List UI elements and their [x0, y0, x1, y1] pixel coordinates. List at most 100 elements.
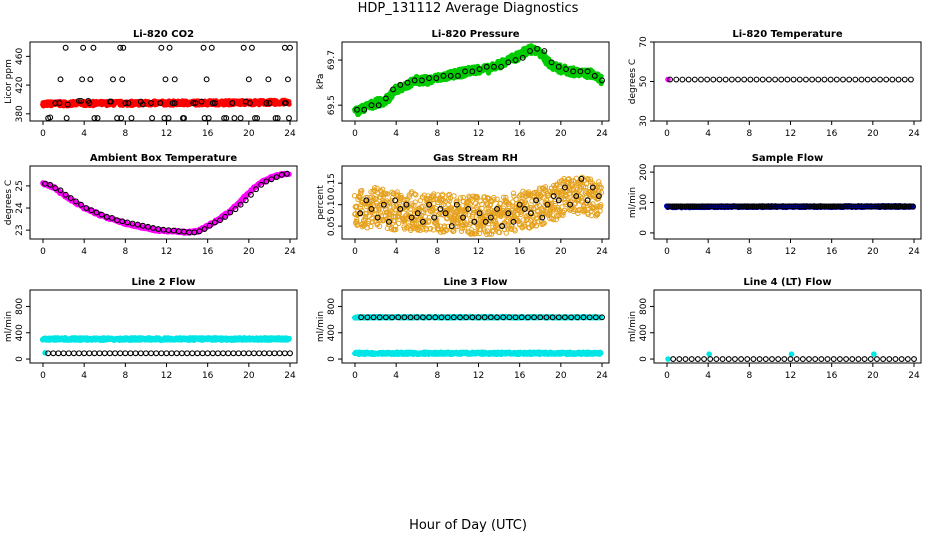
- series-pressure-band: [352, 43, 604, 117]
- data-point: [877, 76, 883, 83]
- y-axis-label: degrees C: [628, 59, 638, 104]
- data-point: [271, 350, 278, 357]
- y-tick-label: 400: [327, 324, 337, 341]
- data-point: [120, 44, 127, 51]
- data-point: [351, 193, 358, 199]
- data-point: [52, 100, 59, 106]
- data-point: [240, 44, 247, 51]
- x-tick-label: 8: [122, 129, 128, 139]
- x-tick-label: 24: [596, 371, 608, 381]
- y-tick-label: 24: [15, 202, 25, 214]
- x-tick-label: 16: [514, 129, 526, 139]
- data-point: [230, 350, 237, 357]
- y-axis-label: percent: [316, 185, 326, 220]
- data-point: [122, 100, 129, 106]
- x-tick-label: 4: [393, 371, 399, 381]
- data-point: [208, 44, 215, 51]
- data-point: [148, 350, 155, 357]
- data-point: [203, 76, 210, 83]
- x-tick-label: 0: [352, 247, 358, 257]
- data-point: [128, 115, 135, 122]
- data-point: [252, 115, 258, 122]
- data-point: [157, 100, 164, 106]
- x-tick-label: 20: [555, 247, 567, 257]
- x-tick-label: 16: [202, 129, 214, 139]
- y-tick-label: 100: [639, 194, 649, 211]
- data-point: [215, 350, 221, 357]
- panel-title: Li-820 CO2: [133, 29, 194, 40]
- data-point: [205, 115, 212, 122]
- series-co2-avg: [45, 44, 293, 122]
- data-point: [286, 115, 292, 122]
- data-point: [772, 76, 779, 83]
- plot-frame: [653, 165, 922, 240]
- data-point: [864, 76, 871, 83]
- data-point: [81, 350, 88, 357]
- data-point: [80, 44, 87, 51]
- y-tick-label: 69.7: [327, 50, 337, 70]
- data-point: [76, 350, 82, 357]
- data-point: [118, 115, 125, 122]
- panel-title: Li-820 Pressure: [431, 29, 519, 40]
- x-tick-label: 4: [705, 129, 711, 139]
- data-point: [163, 350, 170, 357]
- data-point: [747, 76, 754, 83]
- data-point: [106, 350, 113, 357]
- data-point: [809, 76, 816, 83]
- x-tick-label: 24: [284, 129, 296, 139]
- data-point: [94, 115, 101, 122]
- x-tick-label: 16: [514, 247, 526, 257]
- x-tick-label: 4: [393, 247, 399, 257]
- data-point: [65, 350, 72, 357]
- x-tick-label: 24: [908, 129, 920, 139]
- data-point: [142, 350, 149, 357]
- plot-frame: [29, 41, 298, 122]
- y-tick-label: 800: [327, 298, 337, 315]
- data-point: [114, 115, 121, 122]
- y-tick-label: 23: [15, 224, 25, 235]
- data-point: [149, 115, 156, 122]
- data-point: [858, 76, 865, 83]
- data-point: [284, 76, 291, 83]
- data-point: [110, 76, 116, 83]
- data-point: [200, 44, 207, 51]
- data-point: [153, 350, 160, 357]
- x-tick-label: 4: [393, 129, 399, 139]
- data-point: [790, 76, 797, 83]
- data-point: [64, 101, 71, 108]
- data-point: [784, 76, 791, 83]
- data-point: [759, 76, 766, 83]
- data-point: [169, 100, 176, 106]
- y-tick-label: 0: [15, 356, 25, 362]
- data-point: [272, 115, 279, 122]
- data-point: [192, 100, 199, 106]
- x-tick-label: 0: [664, 129, 670, 139]
- data-point: [127, 350, 134, 357]
- data-point: [265, 76, 272, 83]
- data-point: [91, 350, 98, 357]
- data-point: [287, 350, 293, 357]
- series-line2-avg: [45, 350, 293, 357]
- x-tick-label: 4: [81, 371, 87, 381]
- x-tick-label: 20: [555, 371, 567, 381]
- data-point: [266, 100, 273, 106]
- x-tick-label: 0: [40, 129, 46, 139]
- x-tick-label: 16: [514, 371, 526, 381]
- data-point: [76, 97, 82, 104]
- data-point: [231, 115, 238, 122]
- data-point: [223, 115, 230, 122]
- data-point: [220, 350, 227, 357]
- x-tick-label: 24: [284, 371, 296, 381]
- data-point: [96, 350, 103, 357]
- x-tick-label: 20: [867, 247, 879, 257]
- y-axis-label: ml/min: [628, 187, 638, 218]
- x-tick-label: 12: [473, 129, 484, 139]
- x-tick-label: 24: [596, 129, 608, 139]
- y-tick-label: 400: [15, 324, 25, 341]
- data-point: [237, 115, 244, 122]
- data-point: [679, 76, 686, 83]
